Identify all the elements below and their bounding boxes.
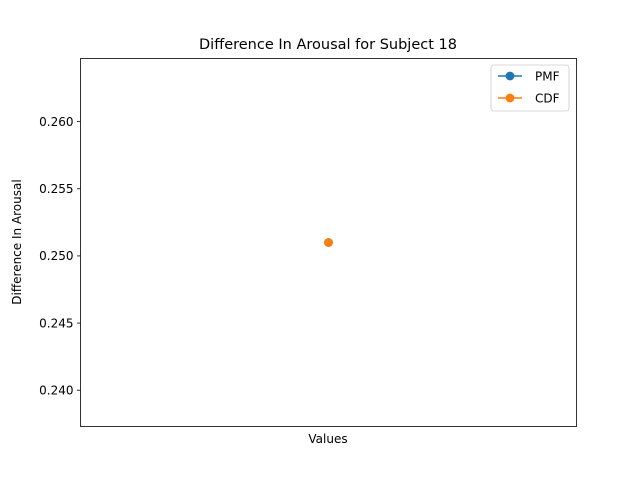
legend-marker-cdf xyxy=(505,93,515,103)
data-point-cdf xyxy=(324,238,333,247)
y-tick-label: 0.250 xyxy=(39,249,73,263)
x-axis-label: Values xyxy=(308,432,347,446)
legend: PMF CDF xyxy=(490,64,570,112)
legend-marker-pmf xyxy=(505,71,515,81)
series-layer xyxy=(324,238,333,247)
plot-area-frame xyxy=(80,58,577,427)
y-tick-label: 0.255 xyxy=(39,182,73,196)
y-axis-ticks: 0.240 0.245 0.250 0.255 0.260 xyxy=(39,115,81,397)
chart-title: Difference In Arousal for Subject 18 xyxy=(199,37,457,53)
legend-label-cdf: CDF xyxy=(535,91,560,105)
y-tick-label: 0.245 xyxy=(39,316,73,330)
y-axis-label: Difference In Arousal xyxy=(10,179,24,304)
y-tick-label: 0.260 xyxy=(39,115,73,129)
y-tick-label: 0.240 xyxy=(39,383,73,397)
legend-label-pmf: PMF xyxy=(535,69,560,83)
